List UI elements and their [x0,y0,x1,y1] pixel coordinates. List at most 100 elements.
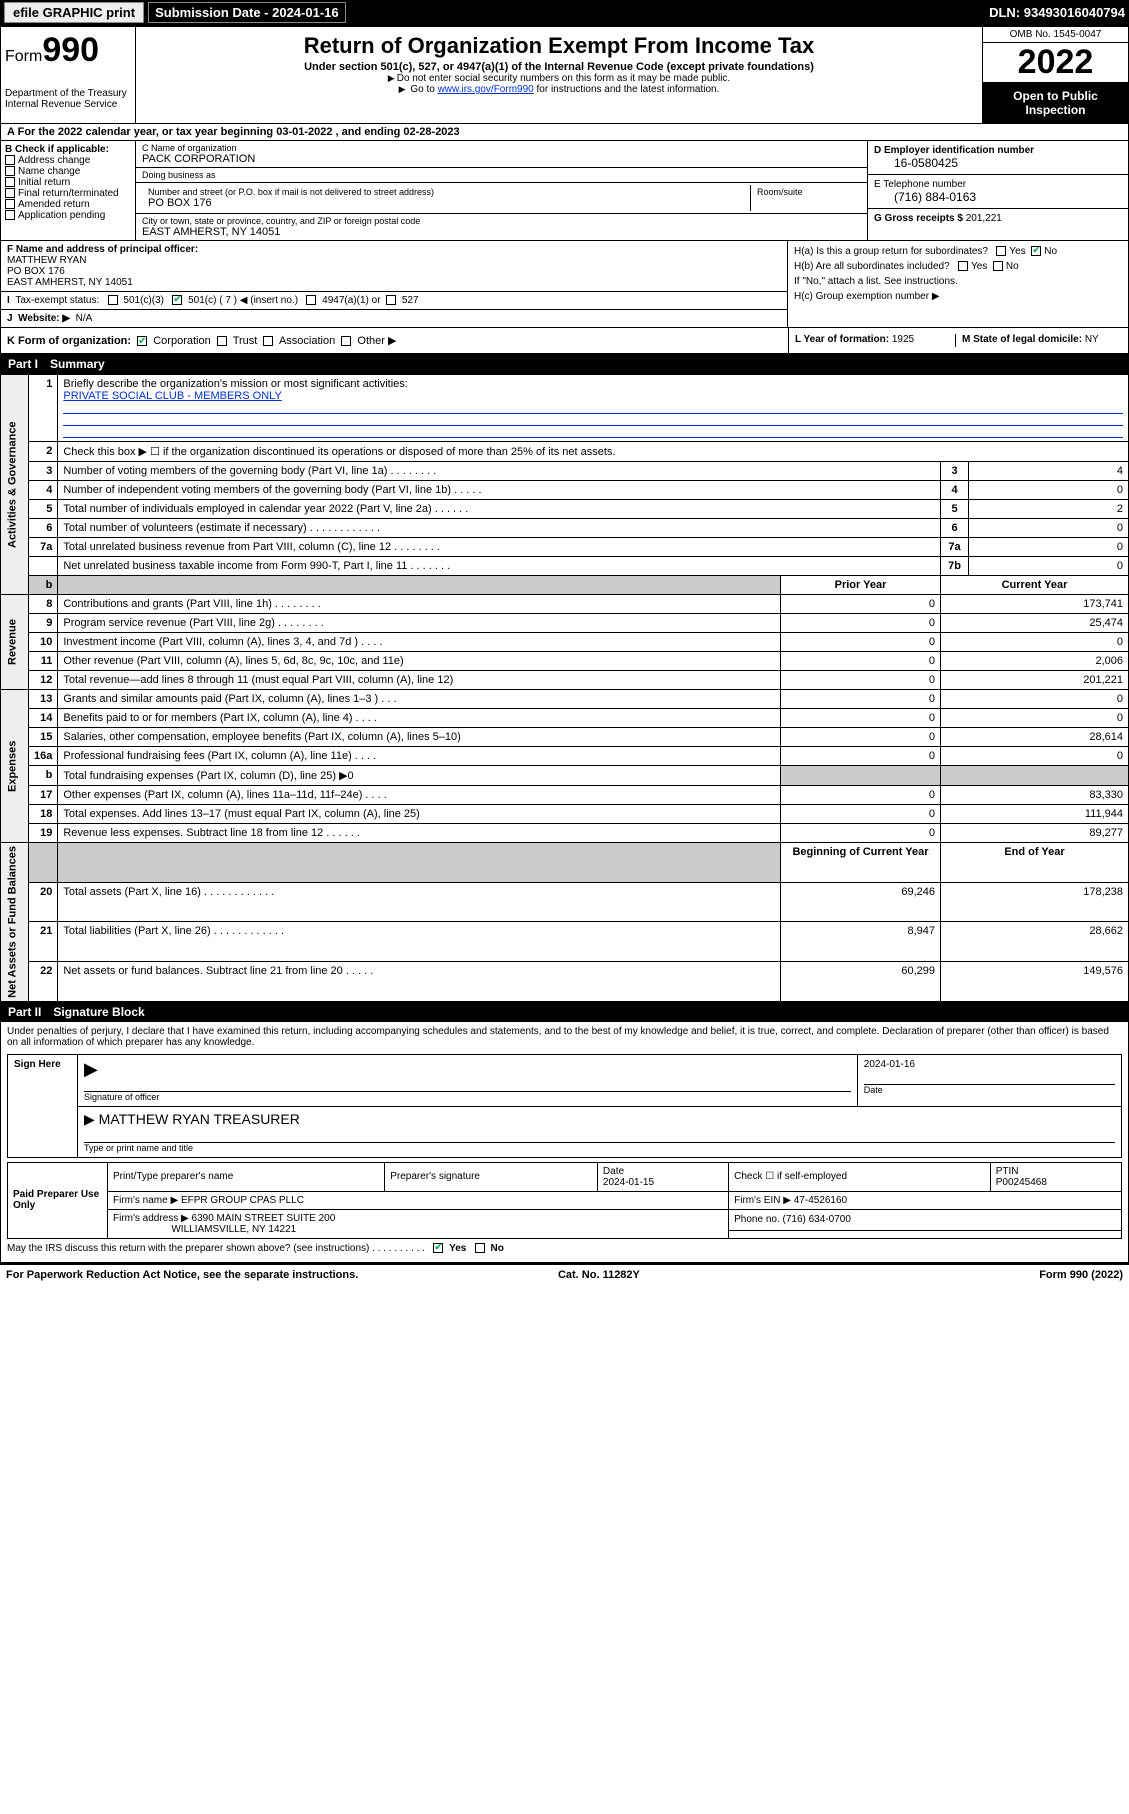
row-klm: K Form of organization: Corporation Trus… [0,328,1129,354]
l4-key: 4 [941,481,969,500]
city-value: EAST AMHERST, NY 14051 [142,226,861,238]
l14-py: 0 [781,709,941,728]
ln-3: 3 [29,462,58,481]
pt-name-label: Print/Type preparer's name [108,1162,385,1191]
ln-20: 20 [29,882,58,922]
l5-val: 2 [969,500,1129,519]
firm-addr1: 6390 MAIN STREET SUITE 200 [192,1213,336,1224]
pt-self-employed[interactable]: Check ☐ if self-employed [729,1162,991,1191]
ln-5: 5 [29,500,58,519]
l22-desc: Net assets or fund balances. Subtract li… [58,962,781,1002]
chk-corp[interactable] [137,336,147,346]
opt-501c3: 501(c)(3) [123,295,164,306]
subdate-label: Submission Date - [155,5,272,20]
fhi-left: F Name and address of principal officer:… [1,241,788,327]
chk-initial-return[interactable]: Initial return [5,177,131,188]
side-balances: Net Assets or Fund Balances [1,843,29,1002]
l15-desc: Salaries, other compensation, employee b… [58,728,781,747]
ln-16b: b [29,766,58,786]
l16a-desc: Professional fundraising fees (Part IX, … [58,747,781,766]
lineA-text: For the 2022 calendar year, or tax year … [18,126,277,138]
chk-address-change[interactable]: Address change [5,155,131,166]
efile-top-bar: efile GRAPHIC print Submission Date - 20… [0,0,1129,25]
firm-name-cell: Firm's name ▶ EFPR GROUP CPAS PLLC [108,1191,729,1209]
l13-py: 0 [781,690,941,709]
chk-name-change[interactable]: Name change [5,166,131,177]
row-f-officer: F Name and address of principal officer:… [1,241,787,292]
ln-21: 21 [29,922,58,962]
signature-block: Under penalties of perjury, I declare th… [0,1022,1129,1263]
l7b-val: 0 [969,557,1129,576]
irs-link[interactable]: www.irs.gov/Form990 [438,84,534,95]
part1-header: Part I Summary [0,354,1129,374]
l16b-py [781,766,941,786]
l16a-cy: 0 [941,747,1129,766]
part1-title: Summary [50,357,105,371]
ln-8: 8 [29,595,58,614]
l10-desc: Investment income (Part VIII, column (A)… [58,633,781,652]
header-left: Form990 Department of the Treasury Inter… [1,27,136,123]
chk-trust[interactable] [217,336,227,346]
pt-date: 2024-01-15 [603,1177,654,1188]
chk-final-return[interactable]: Final return/terminated [5,188,131,199]
l17-cy: 83,330 [941,786,1129,805]
chk-501c3[interactable] [108,295,118,305]
opt-name: Name change [18,166,80,177]
subdate-value: 2024-01-16 [272,5,339,20]
l9-cy: 25,474 [941,614,1129,633]
form-header: Form990 Department of the Treasury Inter… [0,25,1129,124]
l7a-val: 0 [969,538,1129,557]
firm-phone-cell: Phone no. (716) 634-0700 [729,1209,1122,1230]
dln: DLN: 93493016040794 [989,5,1125,20]
header-mid: Return of Organization Exempt From Incom… [136,27,983,123]
l13-cy: 0 [941,690,1129,709]
chk-pending[interactable]: Application pending [5,210,131,221]
rowL-label: L Year of formation: [795,334,892,345]
ln-11: 11 [29,652,58,671]
chk-ha-no[interactable] [1031,246,1041,256]
name-label: C Name of organization [142,143,861,153]
ln-7b-blank [29,557,58,576]
chk-4947[interactable] [306,295,316,305]
dln-label: DLN: [989,5,1024,20]
l12-cy: 201,221 [941,671,1129,690]
l10-py: 0 [781,633,941,652]
ln-18: 18 [29,805,58,824]
ln-1: 1 [29,375,58,442]
sign-here-table: Sign Here ▶ Signature of officer 2024-01… [7,1054,1122,1158]
firm-ein-label: Firm's EIN ▶ [734,1195,791,1206]
chk-501c[interactable] [172,295,182,305]
opt-amended: Amended return [18,199,90,210]
prior-year-hdr: Prior Year [781,576,941,595]
website-value: N/A [76,313,93,324]
dba-label: Doing business as [142,170,861,180]
pt-sig-label: Preparer's signature [385,1162,598,1191]
ln-19: 19 [29,824,58,843]
chk-assoc[interactable] [263,336,273,346]
chk-hb-yes[interactable] [958,261,968,271]
chk-hb-no[interactable] [993,261,1003,271]
note-ssn: Do not enter social security numbers on … [144,73,974,84]
fhi-right: H(a) Is this a group return for subordin… [788,241,1128,327]
chk-527[interactable] [386,295,396,305]
tax-year: 2022 [983,43,1128,83]
l17-desc: Other expenses (Part IX, column (A), lin… [58,786,781,805]
rowI-label: Tax-exempt status: [15,295,99,306]
l3-val: 4 [969,462,1129,481]
submission-date: Submission Date - 2024-01-16 [148,2,346,23]
l19-desc: Revenue less expenses. Subtract line 18 … [58,824,781,843]
opt-corp: Corporation [153,335,210,347]
side-governance: Activities & Governance [1,375,29,595]
chk-may-no[interactable] [475,1243,485,1253]
chk-may-yes[interactable] [433,1243,443,1253]
chk-other[interactable] [341,336,351,346]
chk-amended[interactable]: Amended return [5,199,131,210]
l3-desc: Number of voting members of the governin… [58,462,941,481]
lineA-end: 02-28-2023 [403,126,459,138]
chk-ha-yes[interactable] [996,246,1006,256]
efile-print-button[interactable]: efile GRAPHIC print [4,2,144,23]
l16b-cy [941,766,1129,786]
ha-no: No [1044,246,1057,257]
ln-10: 10 [29,633,58,652]
ptin-cell: PTINP00245468 [990,1162,1121,1191]
